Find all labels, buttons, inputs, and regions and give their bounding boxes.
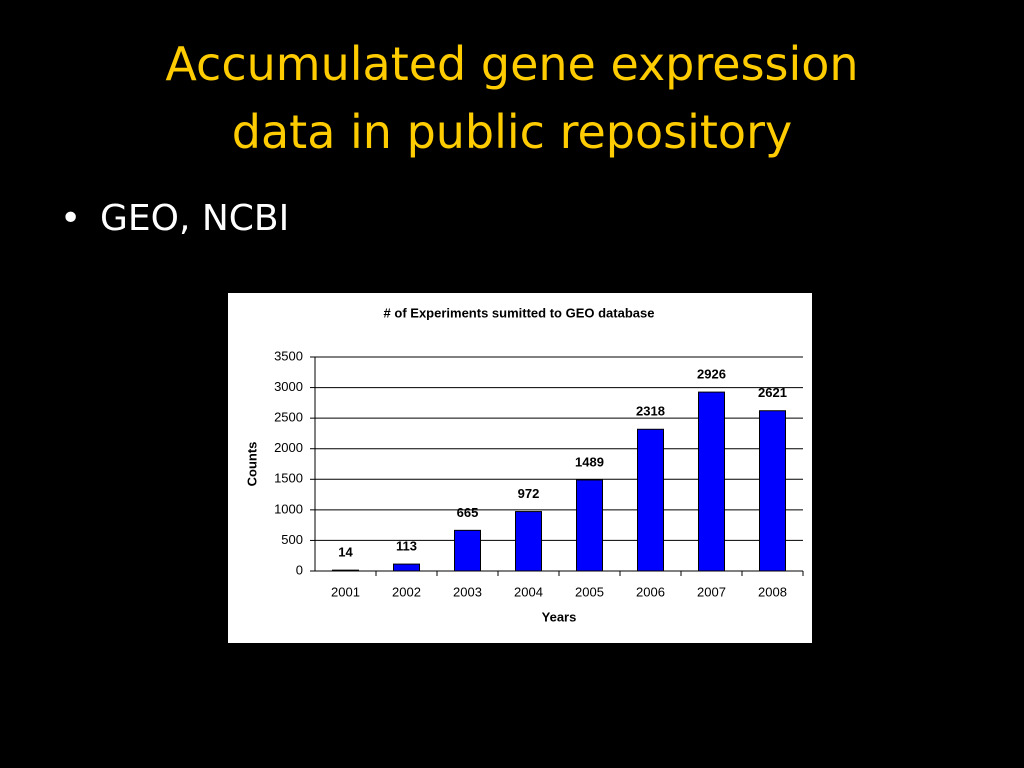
x-axis-title: Years (542, 609, 577, 624)
x-tick-label: 2006 (636, 584, 665, 599)
data-label: 1489 (575, 454, 604, 469)
bar (515, 511, 542, 572)
data-label: 113 (396, 539, 417, 554)
y-tick-label: 3000 (274, 379, 303, 394)
y-tick-label: 0 (296, 562, 303, 577)
slide-title: Accumulated gene expression (165, 37, 858, 91)
y-tick-label: 3500 (274, 348, 303, 363)
data-label: 972 (518, 486, 540, 501)
y-tick-label: 2000 (274, 440, 303, 455)
y-tick-label: 2500 (274, 410, 303, 425)
x-tick-label: 2002 (392, 584, 421, 599)
bar (637, 428, 664, 572)
bar (698, 391, 725, 572)
data-label: 2621 (758, 385, 787, 400)
x-tick-label: 2008 (758, 584, 787, 599)
bar (393, 563, 420, 572)
bar (454, 529, 481, 572)
x-tick-label: 2004 (514, 584, 543, 599)
y-tick-label: 500 (281, 532, 303, 547)
x-tick-label: 2003 (453, 584, 482, 599)
x-tick-label: 2001 (331, 584, 360, 599)
chart-title: # of Experiments sumitted to GEO databas… (384, 305, 655, 320)
slide-title: data in public repository (232, 105, 792, 159)
bullet-text: GEO, NCBI (100, 198, 289, 239)
x-tick-label: 2005 (575, 584, 604, 599)
bar (759, 410, 786, 572)
x-tick-label: 2007 (697, 584, 726, 599)
y-axis-title: Counts (244, 442, 259, 487)
bar (332, 569, 359, 572)
data-label: 2318 (636, 404, 665, 419)
y-tick-label: 1000 (274, 501, 303, 516)
data-label: 665 (457, 505, 479, 520)
bar (576, 479, 603, 572)
data-label: 2926 (697, 367, 726, 382)
data-label: 14 (338, 545, 353, 560)
y-tick-label: 1500 (274, 471, 303, 486)
bullet-dot: • (60, 198, 81, 239)
